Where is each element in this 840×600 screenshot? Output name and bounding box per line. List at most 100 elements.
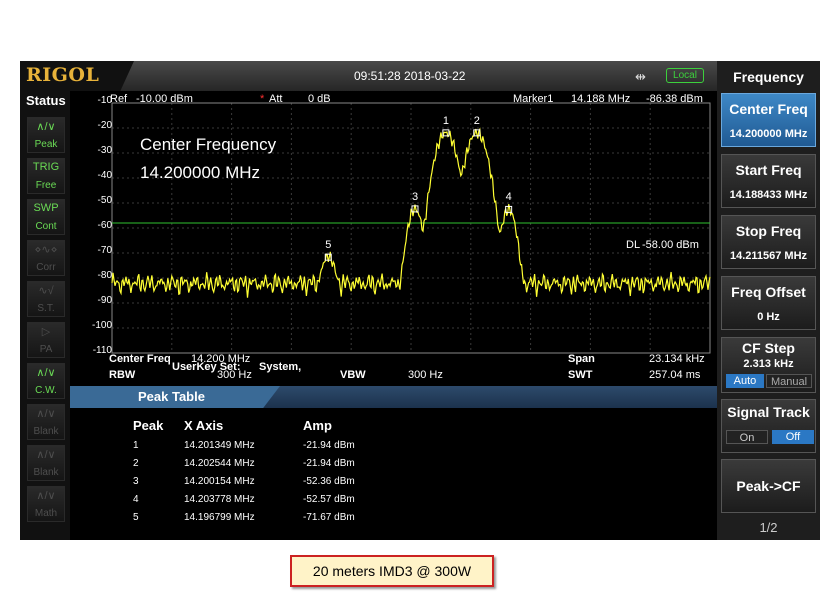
peak-marker-label: 2 (473, 114, 480, 127)
table-cell: 14.203778 MHz (184, 494, 255, 505)
peak-cf-button[interactable]: Peak->CF (721, 459, 816, 513)
y-tick-label: -30 (97, 145, 112, 156)
y-tick-label: -10 (97, 95, 112, 106)
center-freq-label: Center Freq (109, 353, 171, 365)
dl-value: -58.00 dBm (642, 239, 699, 251)
blank-icon: ∧/∨ (36, 408, 56, 420)
att-value: 0 dB (308, 93, 331, 105)
spectrum-trace-svg (111, 102, 711, 354)
marker-label: Marker1 (513, 93, 554, 105)
peak-table: Peak Table Peak X Axis Amp 1 14.201349 MH… (70, 386, 717, 540)
status-item-label: Math (34, 508, 58, 519)
cf-step-button[interactable]: CF Step 2.313 kHz Auto Manual (721, 337, 816, 393)
caption-label: 20 meters IMD3 @ 300W (290, 555, 494, 587)
off-option[interactable]: Off (772, 430, 814, 444)
center-freq-button-value: 14.200000 MHz (729, 128, 808, 140)
blank-icon: ∧/∨ (36, 449, 56, 461)
y-tick-label: -70 (97, 245, 112, 256)
cw-icon: ∧/∨ (36, 367, 56, 379)
table-cell: 1 (133, 440, 139, 451)
peak-table-title: Peak Table (138, 389, 205, 404)
spectrum-plot[interactable]: Ref -10.00 dBm * Att 0 dB Marker1 14.188… (70, 91, 717, 386)
status-item-label: Blank (33, 467, 59, 478)
center-freq-readout: 14.200 MHz (191, 353, 251, 365)
amp-col-header: Amp (303, 418, 332, 433)
vbw-value: 300 Hz (408, 369, 443, 381)
y-tick-label: -110 (92, 345, 112, 356)
status-blank-item: ∧/∨ Blank (27, 404, 65, 440)
frequency-menu: Frequency Center Freq 14.200000 MHz Star… (717, 61, 820, 540)
st-icon: ∿√ (38, 285, 54, 297)
cf-step-toggle[interactable]: Auto Manual (726, 374, 812, 388)
on-option[interactable]: On (726, 430, 768, 444)
table-cell: 4 (133, 494, 139, 505)
usb-icon: ⇹ (635, 69, 646, 84)
plot-frame (111, 102, 711, 354)
sweep-icon: SWP (33, 202, 59, 214)
dl-label: DL (626, 239, 641, 251)
y-tick-label: -40 (97, 170, 112, 181)
userkey-value: System, (259, 361, 302, 373)
center-freq-button[interactable]: Center Freq 14.200000 MHz (721, 93, 816, 147)
peak-marker-label: 3 (411, 190, 419, 203)
page-indicator[interactable]: 1/2 (759, 520, 778, 535)
marker-freq: 14.188 MHz (571, 93, 631, 105)
status-item-label: PA (39, 344, 53, 355)
stop-freq-button[interactable]: Stop Freq 14.211567 MHz (721, 215, 816, 269)
status-item-label: Peak (34, 139, 58, 150)
datetime: 09:51:28 2018-03-22 (354, 69, 466, 83)
rigol-logo: RIGOL (20, 61, 134, 91)
status-blank-item: ∧/∨ Blank (27, 445, 65, 481)
status-trigger-item: TRIG Free (27, 158, 65, 194)
status-peak-item: ∧/∨ Peak (27, 117, 65, 153)
y-tick-label: -100 (91, 320, 112, 331)
table-cell: 14.200154 MHz (184, 476, 255, 487)
status-cw-item: ∧/∨ C.W. (27, 363, 65, 399)
status-sweep-item: SWP Cont (27, 199, 65, 235)
ref-value: -10.00 dBm (136, 93, 193, 105)
start-freq-button[interactable]: Start Freq 14.188433 MHz (721, 154, 816, 208)
status-corr-item: ⋄∿⋄ Corr (27, 240, 65, 276)
peak-marker (442, 129, 450, 137)
local-badge[interactable]: Local (666, 68, 704, 83)
y-tick-label: -80 (97, 270, 112, 281)
status-item-label: C.W. (35, 385, 57, 396)
peak-col-header: Peak (133, 418, 164, 433)
signal-track-button[interactable]: Signal Track On Off (721, 399, 816, 453)
peak-marker (505, 205, 513, 213)
y-tick-label: -20 (97, 120, 112, 131)
y-tick-label: -50 (97, 195, 112, 206)
freq-offset-button[interactable]: Freq Offset 0 Hz (721, 276, 816, 330)
swt-label: SWT (568, 369, 593, 381)
status-title: Status (26, 93, 66, 108)
peak-marker-label: 5 (325, 239, 332, 252)
table-cell: 2 (133, 458, 139, 469)
y-tick-label: -90 (97, 295, 112, 306)
top-bar: RIGOL 09:51:28 2018-03-22 ⇹ Local (20, 61, 717, 91)
status-item-label: S.T. (37, 303, 55, 314)
corr-icon: ⋄∿⋄ (34, 244, 58, 256)
xaxis-col-header: X Axis (184, 418, 224, 433)
status-st-item: ∿√ S.T. (27, 281, 65, 317)
analyzer-screen: RIGOL 09:51:28 2018-03-22 ⇹ Local Status… (20, 61, 820, 540)
status-sidebar: Status ∧/∨ Peak TRIG Free SWP Cont ⋄∿⋄ Corr ∿√ S.… (20, 91, 70, 540)
table-cell: -52.57 dBm (303, 494, 355, 505)
y-tick-label: -60 (97, 220, 112, 231)
status-item-label: Cont (35, 221, 57, 232)
manual-option[interactable]: Manual (766, 374, 812, 388)
peak-marker (411, 205, 419, 213)
peak-marker-label: 1 (442, 114, 449, 127)
status-item-label: Corr (36, 262, 56, 273)
swt-value: 257.04 ms (649, 369, 701, 381)
spectrum-trace-line (111, 127, 711, 298)
span-value: 23.134 kHz (649, 353, 705, 365)
table-cell: 14.201349 MHz (184, 440, 255, 451)
peak-marker-label: 4 (505, 191, 512, 204)
center-frequency-title: Center Frequency (140, 135, 277, 154)
signal-track-toggle[interactable]: On Off (726, 430, 814, 444)
status-pa-item: ▷ PA (27, 322, 65, 358)
table-cell: 5 (133, 512, 139, 523)
auto-option[interactable]: Auto (726, 374, 764, 388)
pa-icon: ▷ (41, 326, 51, 338)
trigger-icon: TRIG (32, 161, 60, 173)
